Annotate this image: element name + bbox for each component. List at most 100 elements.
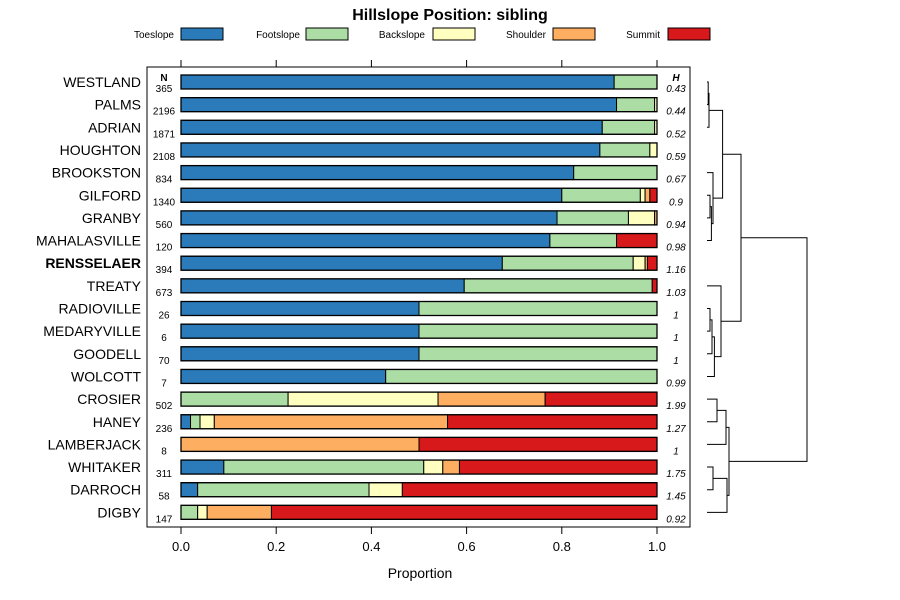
bar-segment-summit <box>651 278 658 294</box>
row-n-value: 2196 <box>153 107 176 118</box>
bar-segment-toeslope <box>180 301 420 316</box>
bar-segment-footslope <box>190 414 201 430</box>
row-label: GOODELL <box>73 346 141 362</box>
row-h-value: 1 <box>673 333 679 344</box>
bar-outline <box>180 187 658 203</box>
row-n-value: 70 <box>158 356 170 367</box>
row-h-value: 0.43 <box>666 84 686 95</box>
bar-segment-summit <box>649 187 658 203</box>
bar-outline <box>180 255 658 271</box>
legend-swatch-shoulder <box>552 27 596 41</box>
row-label: PALMS <box>95 97 141 113</box>
x-tick-label-3: 0.6 <box>458 539 476 554</box>
dendrogram-link-13 <box>707 466 714 491</box>
bar-segment-footslope <box>599 142 651 158</box>
row-label: DARROCH <box>70 482 141 498</box>
bar-segment-summit <box>270 504 658 520</box>
row-treaty: TREATY 673 1.03 <box>87 278 686 299</box>
row-n-value: 8 <box>161 446 167 457</box>
x-tick-label-4: 0.8 <box>553 539 571 554</box>
bar-outline <box>180 391 658 407</box>
row-n-value: 236 <box>156 424 173 435</box>
bar-segment-footslope <box>180 391 289 407</box>
bar-outline <box>180 482 658 498</box>
top-axis-ticks <box>180 60 658 67</box>
bar-outline <box>180 142 658 158</box>
row-darroch: DARROCH 58 1.45 <box>70 482 686 503</box>
row-h-value: 0.94 <box>666 220 686 231</box>
row-palms: PALMS 2196 0.44 <box>95 97 687 118</box>
bar-segment-shoulder <box>213 414 449 430</box>
bar-segment-summit <box>401 482 658 498</box>
bar-segment-toeslope <box>180 233 551 249</box>
dendrogram-link-16 <box>729 237 808 462</box>
x-tick-label-2: 0.4 <box>362 539 380 554</box>
legend-label-shoulder: Shoulder <box>506 30 547 41</box>
bar-segment-toeslope <box>180 368 387 384</box>
bar-outline <box>180 210 658 226</box>
bar-segment-backslope <box>627 210 656 226</box>
bar-outline <box>180 414 658 430</box>
x-tick-label-0: 0.0 <box>172 539 190 554</box>
bar-segment-footslope <box>418 301 658 316</box>
bar-segment-toeslope <box>180 142 601 158</box>
bar-segment-summit <box>447 414 658 430</box>
bar-segment-toeslope <box>180 255 503 271</box>
dendrogram-link-14 <box>707 477 728 513</box>
bar-segment-footslope <box>180 504 199 520</box>
row-houghton: HOUGHTON 2108 0.59 <box>60 142 687 163</box>
row-label: LAMBERJACK <box>48 436 142 452</box>
row-n-value: 834 <box>156 175 173 186</box>
row-h-value: 1 <box>673 311 679 322</box>
bar-outline <box>180 346 658 362</box>
dendrogram-link-8 <box>707 336 715 377</box>
bar-segment-backslope <box>639 187 646 203</box>
bar-segment-backslope <box>199 414 215 430</box>
legend: Toeslope Footslope Backslope Shoulder Summit <box>134 27 711 41</box>
row-n-value: 365 <box>156 84 173 95</box>
row-label: WESTLAND <box>63 74 141 90</box>
dendrogram-link-2 <box>707 194 711 219</box>
bar-segment-backslope <box>632 255 646 271</box>
row-label: WOLCOTT <box>71 368 141 384</box>
row-h-value: 1.75 <box>666 469 686 480</box>
row-h-value: 0.99 <box>666 378 686 389</box>
row-whitaker: WHITAKER 311 1.75 <box>68 459 686 480</box>
row-medaryville: MEDARYVILLE 6 1 <box>43 323 679 344</box>
row-brookston: BROOKSTON 834 0.67 <box>52 165 686 186</box>
bar-segment-toeslope <box>180 74 615 90</box>
row-n-value: 120 <box>156 243 173 254</box>
dendrogram-link-10 <box>721 153 742 322</box>
row-crosier: CROSIER 502 1.99 <box>77 391 686 412</box>
bar-segment-toeslope <box>180 414 192 430</box>
row-granby: GRANBY 560 0.94 <box>82 210 686 231</box>
chart-title: Hillslope Position: sibling <box>352 7 548 24</box>
row-label: MEDARYVILLE <box>43 323 141 339</box>
bar-segment-toeslope <box>180 165 575 181</box>
row-h-value: 0.67 <box>666 175 686 186</box>
legend-label-backslope: Backslope <box>379 30 426 41</box>
row-h-value: 1.27 <box>666 424 686 435</box>
row-n-value: 502 <box>156 401 173 412</box>
bar-outline <box>180 504 658 521</box>
bar-outline <box>180 97 658 113</box>
bar-segment-footslope <box>556 210 629 226</box>
row-label: HANEY <box>93 414 142 430</box>
dendrogram <box>707 81 808 513</box>
bar-segment-footslope <box>418 346 658 362</box>
bar-segment-summit <box>418 436 658 452</box>
row-label: ADRIAN <box>88 119 141 135</box>
x-tick-label-1: 0.2 <box>267 539 285 554</box>
row-h-value: 0.52 <box>666 129 686 140</box>
row-n-value: 6 <box>161 333 167 344</box>
row-wolcott: WOLCOTT 7 0.99 <box>71 368 686 389</box>
bar-outline <box>180 232 658 249</box>
row-h-value: 0.9 <box>669 197 683 208</box>
row-rensselaer: RENSSELAER 394 1.16 <box>45 255 686 276</box>
row-label: DIGBY <box>97 504 141 520</box>
bar-segment-summit <box>646 255 658 271</box>
bar-segment-shoulder <box>180 436 420 452</box>
row-h-value: 1.03 <box>666 288 686 299</box>
